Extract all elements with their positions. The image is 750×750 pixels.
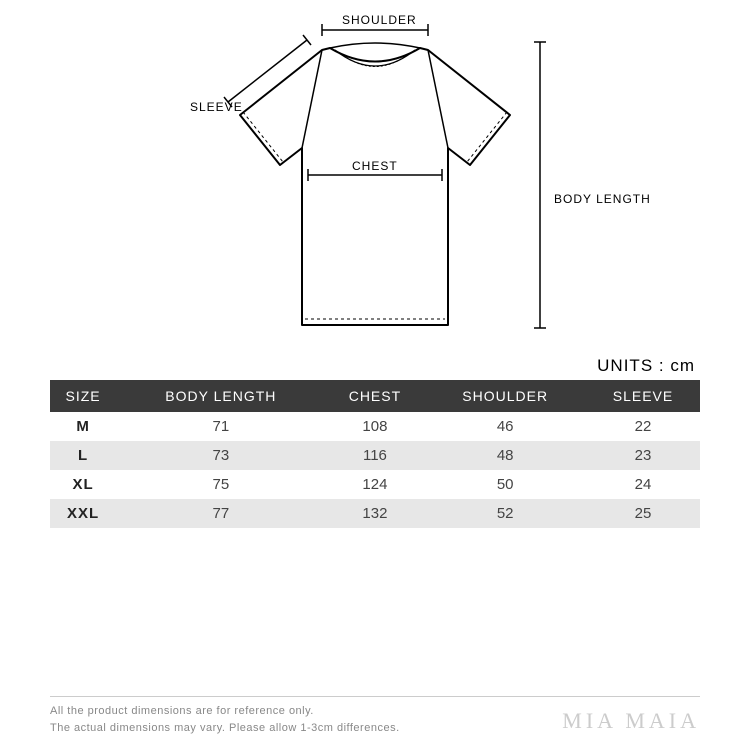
tshirt-diagram: SHOULDER SLEEVE CHEST BODY LENGTH bbox=[0, 0, 750, 350]
cell: 75 bbox=[116, 470, 325, 499]
cell: 25 bbox=[586, 499, 700, 528]
table-header-row: SIZE BODY LENGTH CHEST SHOULDER SLEEVE bbox=[50, 380, 700, 412]
cell: 124 bbox=[326, 470, 425, 499]
cell: 48 bbox=[424, 441, 586, 470]
col-shoulder: SHOULDER bbox=[424, 380, 586, 412]
size-chart-table: SIZE BODY LENGTH CHEST SHOULDER SLEEVE M… bbox=[50, 380, 700, 528]
footer: All the product dimensions are for refer… bbox=[50, 696, 700, 736]
col-size: SIZE bbox=[50, 380, 116, 412]
col-body-length: BODY LENGTH bbox=[116, 380, 325, 412]
cell: 71 bbox=[116, 412, 325, 441]
cell: 116 bbox=[326, 441, 425, 470]
table-row: M 71 108 46 22 bbox=[50, 412, 700, 441]
label-body-length: BODY LENGTH bbox=[554, 192, 651, 206]
table-row: L 73 116 48 23 bbox=[50, 441, 700, 470]
units-label: UNITS : cm bbox=[0, 356, 750, 376]
cell-size: M bbox=[50, 412, 116, 441]
label-sleeve: SLEEVE bbox=[190, 100, 243, 114]
col-chest: CHEST bbox=[326, 380, 425, 412]
cell: 77 bbox=[116, 499, 325, 528]
table-row: XXL 77 132 52 25 bbox=[50, 499, 700, 528]
col-sleeve: SLEEVE bbox=[586, 380, 700, 412]
cell-size: XL bbox=[50, 470, 116, 499]
label-chest: CHEST bbox=[352, 159, 398, 173]
cell: 23 bbox=[586, 441, 700, 470]
cell: 52 bbox=[424, 499, 586, 528]
cell: 50 bbox=[424, 470, 586, 499]
brand-logo: MIA MAIA bbox=[562, 708, 700, 734]
cell: 46 bbox=[424, 412, 586, 441]
cell-size: L bbox=[50, 441, 116, 470]
cell-size: XXL bbox=[50, 499, 116, 528]
footer-divider bbox=[50, 696, 700, 697]
cell: 108 bbox=[326, 412, 425, 441]
cell: 73 bbox=[116, 441, 325, 470]
cell: 22 bbox=[586, 412, 700, 441]
cell: 24 bbox=[586, 470, 700, 499]
label-shoulder: SHOULDER bbox=[342, 13, 417, 27]
table-row: XL 75 124 50 24 bbox=[50, 470, 700, 499]
tshirt-svg bbox=[0, 0, 750, 350]
cell: 132 bbox=[326, 499, 425, 528]
